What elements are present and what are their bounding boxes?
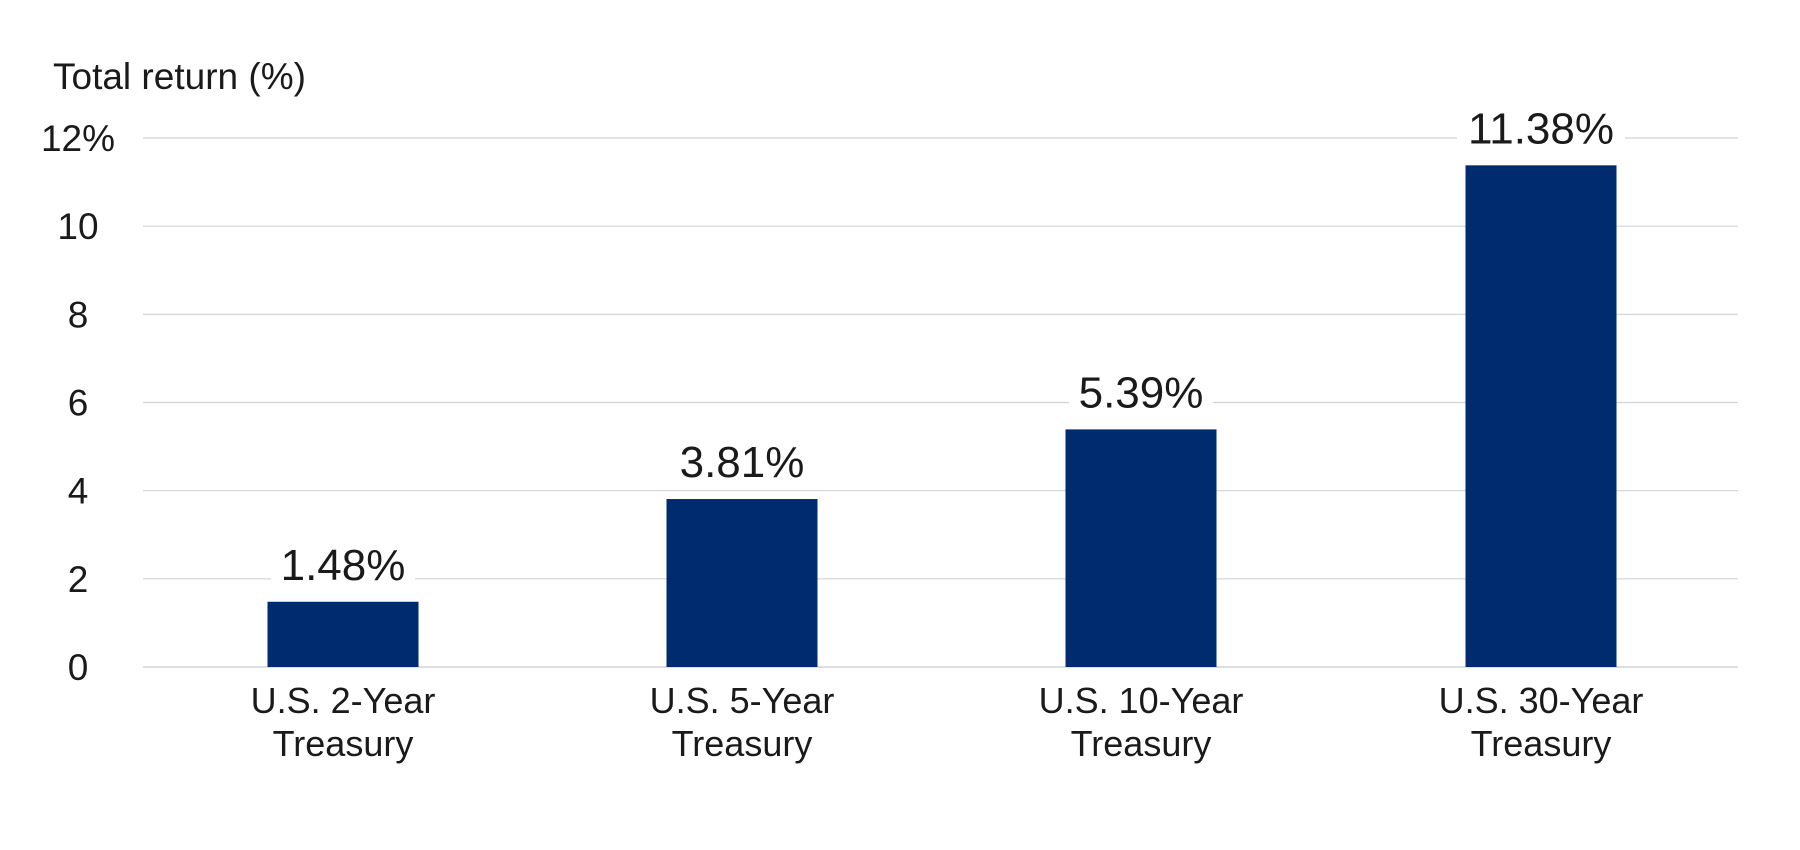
x-category-label: U.S. 10-Year [1039,680,1244,721]
value-label: 1.48% [281,541,406,590]
value-label-background [271,541,415,590]
value-label-background [1069,369,1213,418]
value-label: 3.81% [680,438,805,487]
x-category-label: U.S. 5-Year [650,680,835,721]
x-category-label: U.S. 2-Year [251,680,436,721]
y-tick-label: 12% [41,118,115,159]
value-label-background [1457,105,1625,154]
y-tick-label: 6 [68,383,89,424]
y-tick-label: 10 [57,206,98,247]
bars [267,165,1617,667]
x-category-label: Treasury [273,723,414,764]
value-label: 11.38% [1468,104,1614,153]
x-category-label: Treasury [672,723,813,764]
x-category-label: Treasury [1471,723,1612,764]
value-label: 5.39% [1079,368,1204,417]
value-labels: 1.48% 3.81% 5.39% 11.38% [271,104,1625,590]
x-category-label: U.S. 30-Year [1439,680,1644,721]
bar [1065,429,1217,667]
y-tick-label: 2 [68,559,89,600]
bar [1465,165,1617,667]
x-category-label: Treasury [1071,723,1212,764]
y-tick-label: 8 [68,294,89,335]
value-label-background [670,439,814,488]
y-axis-ticks: 0 2 4 6 8 10 12% [41,118,115,688]
y-tick-label: 0 [68,647,89,688]
bar [666,499,818,667]
bar [267,601,419,667]
y-tick-label: 4 [68,471,89,512]
y-axis-label: Total return (%) [53,56,306,97]
